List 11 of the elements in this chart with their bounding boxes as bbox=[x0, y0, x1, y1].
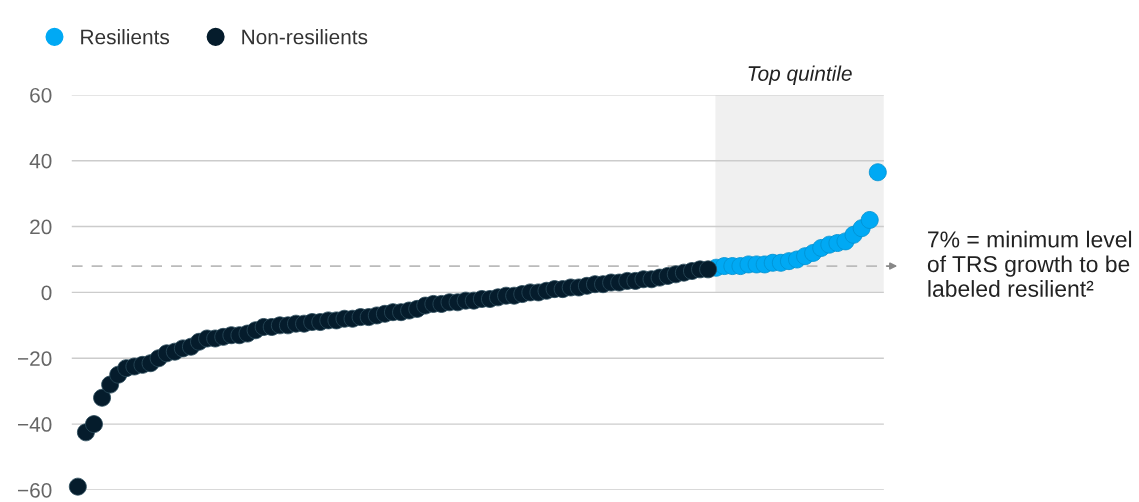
y-tick-label: 0 bbox=[41, 285, 52, 301]
legend-label: Resilients bbox=[81, 29, 170, 45]
y-tick-label: 40 bbox=[29, 153, 52, 169]
text: Top quintile bbox=[748, 65, 852, 85]
y-tick-label: −60 bbox=[18, 482, 52, 498]
legend-label: Non-resilients bbox=[242, 29, 368, 45]
y-tick-label: −20 bbox=[18, 351, 52, 367]
ref-line-label: 7% = minimum level of TRS growth to be labeled resilient² bbox=[927, 230, 1132, 297]
y-tick-label: 60 bbox=[30, 87, 52, 103]
y-tick-label: 20 bbox=[30, 219, 52, 235]
y-tick-label: −40 bbox=[18, 417, 52, 432]
